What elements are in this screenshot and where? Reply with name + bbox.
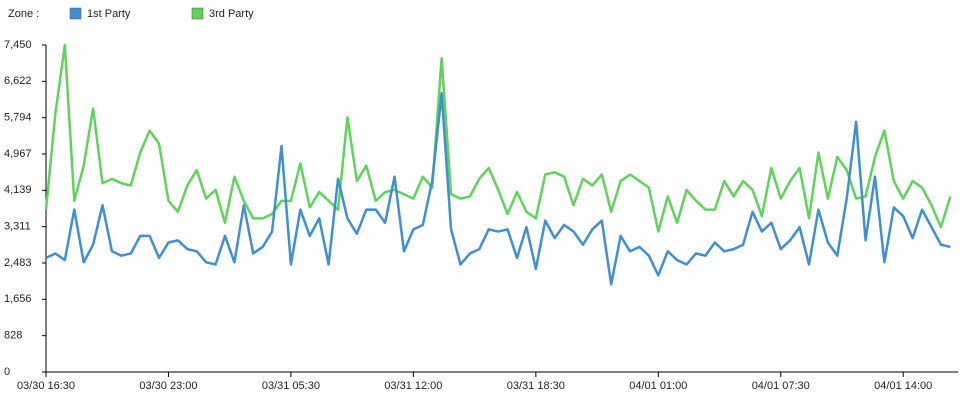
- x-tick-label: 03/31 18:30: [507, 380, 565, 392]
- x-tick-label: 03/30 16:30: [17, 380, 75, 392]
- y-tick-label: 828: [4, 330, 22, 342]
- x-tick-label: 03/31 05:30: [262, 380, 320, 392]
- y-tick-label: 5,794: [4, 112, 32, 124]
- legend-swatch: [191, 7, 204, 20]
- y-tick-label: 1,656: [4, 293, 32, 305]
- y-tick-label: 4,967: [4, 148, 32, 160]
- series-line: [44, 43, 952, 233]
- series-line: [45, 92, 951, 286]
- x-tick-label: 04/01 14:00: [874, 380, 932, 392]
- x-tick-label: 03/31 12:00: [384, 380, 442, 392]
- y-tick-label: 2,483: [4, 257, 32, 269]
- legend-label: 1st Party: [87, 8, 131, 20]
- x-tick-label: 04/01 01:00: [629, 380, 687, 392]
- legend-swatch: [69, 7, 82, 20]
- legend-label: 3rd Party: [209, 8, 254, 20]
- y-tick-label: 3,311: [4, 221, 31, 233]
- y-tick-label: 0: [4, 366, 10, 378]
- y-tick-label: 6,622: [4, 75, 32, 87]
- y-tick-label: 4,139: [4, 184, 32, 196]
- x-tick-label: 04/01 07:30: [752, 380, 810, 392]
- x-tick-label: 03/30 23:00: [139, 380, 197, 392]
- y-tick-label: 7,450: [4, 39, 32, 51]
- legend-title: Zone :: [8, 8, 39, 20]
